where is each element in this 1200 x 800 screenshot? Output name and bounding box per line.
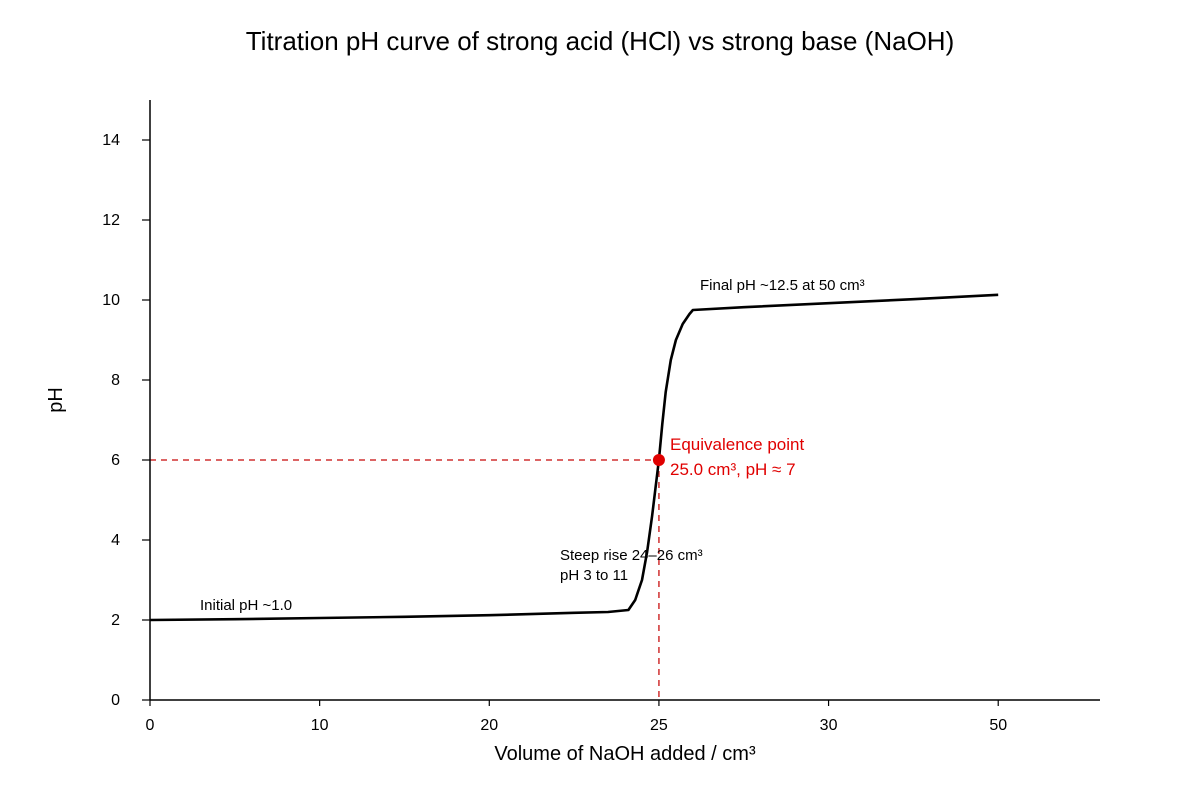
chart-title: Titration pH curve of strong acid (HCl) … [246, 26, 955, 56]
final-ph-annotation: Final pH ~12.5 at 50 cm³ [700, 277, 865, 294]
y-tick-label: 4 [111, 532, 120, 549]
x-tick-label: 25 [650, 717, 668, 734]
x-tick-label: 10 [311, 717, 329, 734]
y-tick-label: 0 [111, 692, 120, 709]
axes [149, 100, 1100, 701]
y-tick-label: 2 [111, 612, 120, 629]
y-tick-label: 10 [102, 292, 120, 309]
x-tick-label: 0 [146, 717, 155, 734]
y-tick-label: 6 [111, 452, 120, 469]
x-axis-ticks: 0 10 20 25 30 50 [146, 700, 1007, 734]
steep-rise-annotation-line2: pH 3 to 11 [560, 567, 628, 584]
curve-group [149, 293, 999, 622]
equivalence-point-group [652, 454, 665, 466]
y-tick-label: 14 [102, 132, 120, 149]
y-axis-ticks: 0 2 4 6 8 10 12 14 [102, 132, 150, 709]
y-tick-label: 12 [102, 212, 120, 229]
y-tick-label: 8 [111, 372, 120, 389]
x-tick-label: 20 [480, 717, 498, 734]
equivalence-guides [150, 459, 660, 700]
initial-ph-annotation: Initial pH ~1.0 [200, 597, 292, 614]
equivalence-point-label-line1: Equivalence point [670, 435, 804, 454]
equivalence-point-marker [652, 454, 665, 466]
x-axis-label: Volume of NaOH added / cm³ [494, 743, 756, 765]
x-tick-label: 50 [989, 717, 1007, 734]
x-tick-label: 30 [820, 717, 838, 734]
titration-curve [149, 293, 999, 622]
y-axis-label: pH [45, 387, 67, 413]
steep-rise-annotation-line1: Steep rise 24–26 cm³ [560, 547, 703, 564]
equivalence-point-label-line2: 25.0 cm³, pH ≈ 7 [670, 460, 796, 479]
